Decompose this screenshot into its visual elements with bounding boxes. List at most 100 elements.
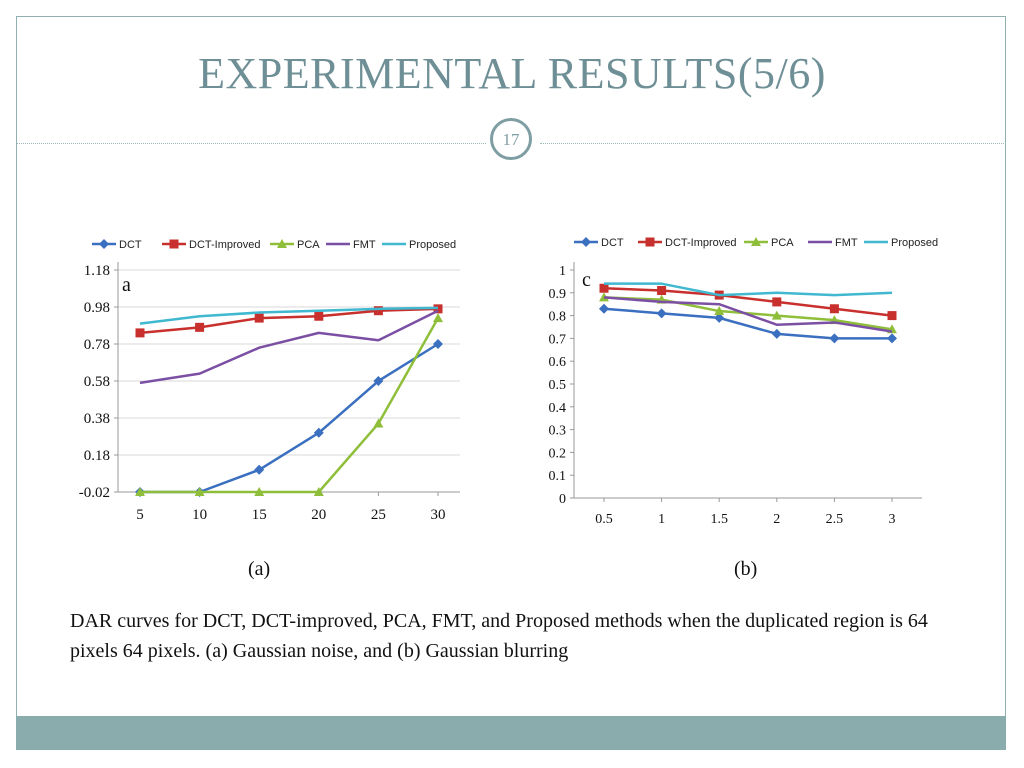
chart-a-legend-label: DCT [119, 239, 142, 251]
chart-a-series-fmt [139, 309, 439, 385]
chart-a-data-point [254, 313, 264, 323]
chart-b-grid [570, 269, 574, 499]
title-divider-right [540, 143, 1006, 144]
chart-b: 0 0.1 0.2 0.3 0.4 0.5 0.6 0.7 0.8 0.9 1 0.5 1 1.5 2 2.5… [530, 225, 945, 540]
chart-b-legend-swatch-marker [751, 237, 761, 246]
chart-a-legend-swatch-marker [99, 239, 109, 249]
chart-b-data-point [887, 311, 897, 321]
chart-b-y-tick-label: 0.8 [549, 310, 567, 325]
chart-b-caption-label: (b) [734, 558, 758, 580]
chart-b-series-dct [599, 303, 897, 344]
chart-b-data-point [657, 286, 667, 296]
chart-a-data-point [373, 418, 384, 428]
chart-b-data-point [599, 292, 609, 302]
chart-b-legend: DCT DCT-Improved PCA FMT Proposed [574, 237, 938, 249]
chart-b-data-point [829, 304, 839, 314]
chart-b-svg: 0 0.1 0.2 0.3 0.4 0.5 0.6 0.7 0.8 0.9 1 0.5 1 1.5 2 2.5… [549, 237, 938, 527]
chart-a-data-point [373, 306, 383, 316]
figure-caption: DAR curves for DCT, DCT-improved, PCA, F… [70, 610, 928, 662]
chart-b-legend-label: PCA [771, 237, 794, 249]
chart-b-series-line [603, 286, 893, 317]
slide-number-badge: 17 [490, 118, 532, 160]
chart-a-legend-swatch-marker [169, 239, 179, 249]
chart-a-data-point [433, 313, 443, 323]
chart-a-y-tick-label: 0.18 [84, 448, 110, 464]
slide-title: EXPERIMENTAL RESULTS(5/6) [198, 49, 826, 98]
chart-b-y-tick-label: 0.7 [549, 332, 567, 347]
chart-b-x-tick-label: 3 [889, 512, 896, 527]
chart-b-panel-letter: c [582, 269, 591, 291]
chart-b-data-point [714, 306, 725, 316]
chart-a-series-proposed [139, 306, 439, 325]
chart-a-data-point [195, 322, 205, 332]
chart-a: -0.02 0.18 0.38 0.58 0.78 0.98 1.18 5 10 15 20 25 30… [60, 225, 470, 540]
chart-b-data-point [771, 310, 782, 320]
chart-b-data-point [829, 333, 840, 344]
chart-a-series-line [139, 307, 439, 335]
chart-b-y-tick-label: 0.4 [549, 401, 567, 416]
chart-b-series-proposed [604, 282, 893, 297]
chart-b-series-line [604, 282, 893, 297]
chart-b-legend-label: Proposed [891, 237, 938, 249]
chart-a-y-tick-label: 0.58 [84, 374, 110, 390]
chart-a-y-tick-label: 0.78 [84, 337, 110, 353]
chart-b-legend-label: FMT [835, 237, 858, 249]
chart-b-x-tick-label: 0.5 [595, 512, 613, 527]
chart-a-series-line [140, 317, 440, 494]
chart-a-series-line [139, 306, 439, 325]
chart-a-legend-swatch-marker [277, 239, 287, 248]
chart-a-x-tick-label: 15 [252, 507, 267, 523]
chart-a-y-tick-label: 1.18 [84, 263, 110, 279]
chart-b-data-point [771, 328, 782, 339]
chart-a-data-point [433, 339, 443, 349]
chart-a-data-point [135, 328, 145, 338]
chart-a-grid [114, 269, 460, 493]
chart-b-legend-label: DCT [601, 237, 624, 249]
chart-b-x-tick-label: 2 [773, 512, 780, 527]
chart-a-data-point [314, 311, 324, 321]
chart-b-y-tick-label: 0.9 [549, 287, 567, 302]
chart-b-y-tick-label: 0 [559, 492, 566, 507]
chart-a-series-pca [135, 313, 443, 496]
chart-b-series-line [603, 307, 892, 340]
chart-a-svg: -0.02 0.18 0.38 0.58 0.78 0.98 1.18 5 10 15 20 25 30… [79, 239, 460, 523]
chart-b-x-tick-label: 1.5 [710, 512, 728, 527]
chart-a-x-tick-label: 20 [311, 507, 326, 523]
chart-a-legend-label: Proposed [409, 239, 456, 251]
chart-a-data-point [254, 487, 265, 496]
chart-b-x-tick-label: 2.5 [826, 512, 844, 527]
chart-b-y-tick-label: 1 [559, 264, 566, 279]
chart-b-legend-label: DCT-Improved [665, 237, 737, 249]
chart-b-legend-swatch-marker [581, 237, 591, 247]
footer-bar [16, 716, 1006, 750]
chart-a-legend-label: PCA [297, 239, 320, 251]
chart-a-x-tick-label: 25 [371, 507, 386, 523]
chart-b-y-tick-label: 0.3 [549, 424, 567, 439]
chart-a-data-point [135, 487, 145, 496]
chart-b-y-tick-label: 0.1 [549, 469, 567, 484]
chart-a-data-point [373, 376, 384, 386]
chart-a-y-tick-label: 0.38 [84, 411, 110, 427]
title-divider-left [16, 143, 486, 144]
chart-a-series-line [139, 309, 439, 385]
chart-a-x-tick-label: 5 [136, 507, 144, 523]
chart-b-data-point [656, 308, 667, 319]
chart-a-x-tick-label: 30 [431, 507, 446, 523]
chart-a-data-point [194, 487, 205, 496]
chart-b-y-tick-label: 0.2 [549, 446, 567, 461]
chart-a-legend-label: FMT [353, 239, 376, 251]
chart-b-y-tick-label: 0.6 [549, 355, 567, 370]
chart-b-data-point [599, 303, 609, 314]
chart-a-legend-label: DCT-Improved [189, 239, 261, 251]
chart-a-y-tick-label: 0.98 [84, 300, 110, 316]
chart-a-legend: DCT DCT-Improved PCA FMT Proposed [92, 239, 456, 251]
chart-a-x-tick-label: 10 [192, 507, 207, 523]
chart-b-series-line [603, 296, 893, 333]
chart-b-data-point [714, 312, 725, 323]
chart-b-series-fmt [603, 296, 893, 333]
chart-b-data-point [772, 297, 782, 307]
chart-b-data-point [887, 333, 897, 344]
chart-b-data-point [599, 283, 609, 293]
chart-a-y-tick-label: -0.02 [79, 485, 110, 501]
chart-a-panel-letter: a [122, 274, 131, 296]
